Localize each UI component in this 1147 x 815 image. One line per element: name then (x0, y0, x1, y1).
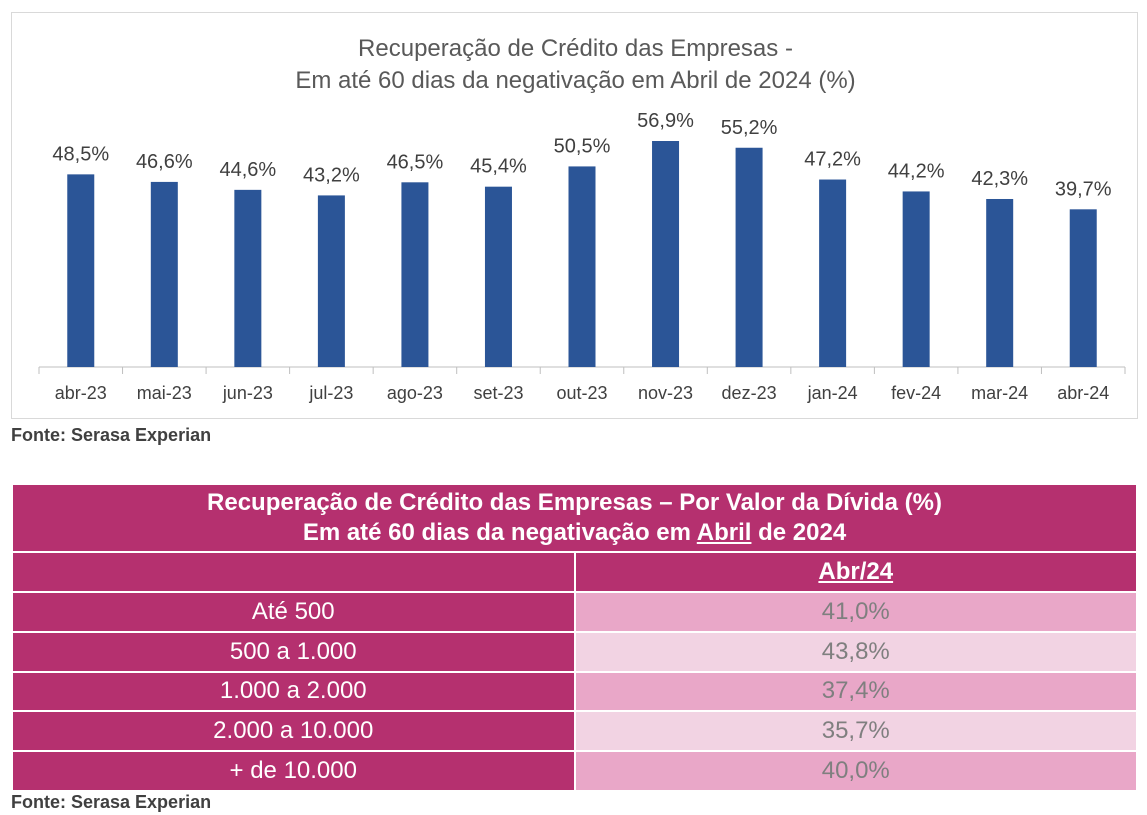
bar-dez-23 (735, 147, 763, 367)
data-label-set-23: 45,4% (470, 156, 527, 178)
column-label: Abr/24 (818, 558, 894, 585)
x-tick-label-fev-24: fev-24 (891, 383, 941, 403)
data-label-mar-24: 42,3% (971, 168, 1028, 190)
x-tick-label-jul-23: jul-23 (308, 383, 353, 403)
chart-title-line-2: Em até 60 dias da negativação em Abril d… (295, 67, 856, 94)
chart-title-line-1: Recuperação de Crédito das Empresas - (358, 35, 793, 62)
data-label-dez-23: 55,2% (721, 117, 778, 139)
table-title: Recuperação de Crédito das Empresas – Po… (11, 483, 1138, 553)
row-value: 35,7% (573, 710, 1138, 753)
x-tick-label-jan-24: jan-24 (807, 383, 858, 403)
data-label-nov-23: 56,9% (637, 110, 694, 132)
table-title-part-c: de 2024 (751, 519, 847, 546)
bar-mar-24 (986, 198, 1014, 367)
x-tick-label-mai-23: mai-23 (137, 383, 192, 403)
table-row: + de 10.000 40,0% (11, 750, 1138, 792)
bar-chart: 48,5% abr-23 46,6% mai-23 44,6% jun-23 43,2% ju… (38, 110, 1126, 403)
row-label: + de 10.000 (11, 750, 576, 792)
chart-source: Fonte: Serasa Experian (11, 425, 212, 445)
table-row: Até 500 41,0% (11, 591, 1138, 633)
row-value: 40,0% (573, 750, 1138, 792)
row-value: 37,4% (573, 670, 1138, 713)
data-label-ago-23: 46,5% (387, 151, 444, 173)
bar-jan-24 (819, 179, 847, 367)
data-label-jun-23: 44,6% (219, 159, 276, 181)
data-label-jul-23: 43,2% (303, 164, 360, 186)
table-source: Fonte: Serasa Experian (11, 792, 212, 812)
row-label: 1.000 a 2.000 (11, 670, 576, 713)
x-tick-label-out-23: out-23 (556, 383, 607, 403)
table-row: 1.000 a 2.000 37,4% (11, 670, 1138, 713)
data-label-out-23: 50,5% (554, 135, 611, 157)
table-title-line-2: Em até 60 dias da negativação em Abril d… (13, 518, 1136, 548)
table-title-line-1: Recuperação de Crédito das Empresas – Po… (207, 489, 942, 516)
bar-jul-23 (317, 195, 345, 367)
chart-title: Recuperação de Crédito das Empresas - Em… (12, 33, 1139, 97)
table-row: 500 a 1.000 43,8% (11, 630, 1138, 673)
x-tick-label-mar-24: mar-24 (971, 383, 1028, 403)
bar-ago-23 (401, 182, 429, 367)
debt-value-table: Recuperação de Crédito das Empresas – Po… (11, 483, 1138, 792)
row-value: 43,8% (573, 630, 1138, 673)
bar-jun-23 (234, 189, 262, 367)
table-header-empty (11, 551, 576, 593)
bar-abr-24 (1069, 209, 1097, 367)
x-tick-label-nov-23: nov-23 (638, 383, 693, 403)
row-label: 500 a 1.000 (11, 630, 576, 673)
bar-abr-23 (67, 174, 95, 367)
row-value: 41,0% (573, 591, 1138, 633)
table-title-row: Recuperação de Crédito das Empresas – Po… (11, 483, 1138, 553)
bar-fev-24 (902, 191, 930, 367)
data-label-mai-23: 46,6% (136, 151, 193, 173)
bar-set-23 (484, 186, 512, 367)
bar-nov-23 (652, 141, 680, 367)
chart-panel: Recuperação de Crédito das Empresas - Em… (11, 12, 1138, 419)
row-label: 2.000 a 10.000 (11, 710, 576, 753)
x-tick-label-ago-23: ago-23 (387, 383, 443, 403)
bar-out-23 (568, 166, 596, 367)
x-tick-label-dez-23: dez-23 (722, 383, 777, 403)
x-tick-label-abr-24: abr-24 (1057, 383, 1109, 403)
row-label: Até 500 (11, 591, 576, 633)
x-tick-label-set-23: set-23 (473, 383, 523, 403)
table-header-row: Abr/24 (11, 551, 1138, 593)
data-label-fev-24: 44,2% (888, 160, 945, 182)
x-tick-label-jun-23: jun-23 (222, 383, 273, 403)
data-label-abr-24: 39,7% (1055, 178, 1112, 200)
table-row: 2.000 a 10.000 35,7% (11, 710, 1138, 753)
table-title-part-a: Em até 60 dias da negativação em (302, 519, 697, 546)
table-title-month: Abril (696, 519, 752, 546)
data-label-jan-24: 47,2% (804, 149, 861, 171)
table-header-column: Abr/24 (573, 551, 1138, 593)
data-label-abr-23: 48,5% (52, 143, 109, 165)
x-tick-label-abr-23: abr-23 (55, 383, 107, 403)
bar-mai-23 (150, 181, 178, 367)
